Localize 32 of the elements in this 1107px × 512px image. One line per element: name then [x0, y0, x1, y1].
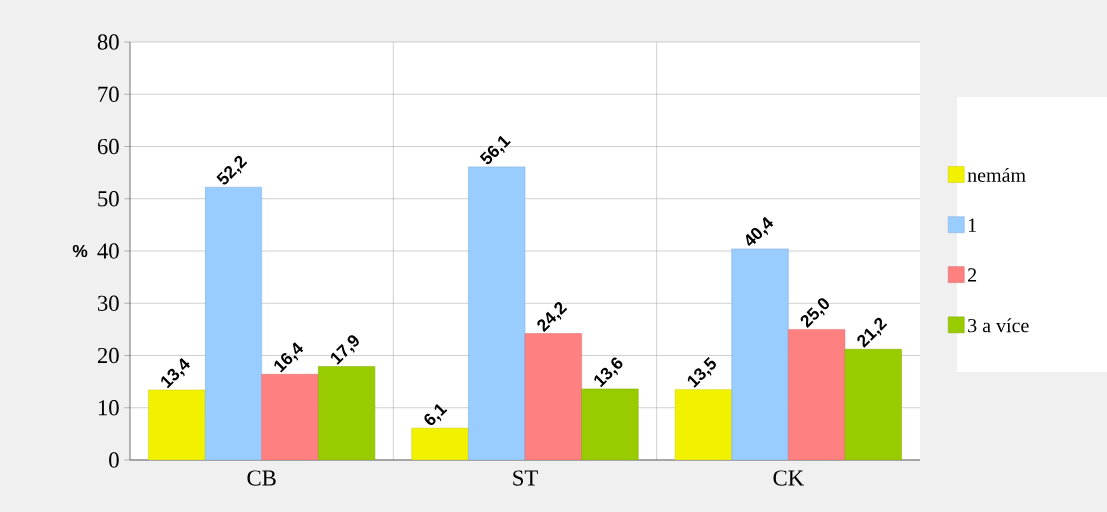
data-label: 56,1: [479, 135, 511, 165]
x-tick-label: ST: [513, 470, 538, 486]
y-tick-label: 10: [98, 400, 119, 416]
legend-label: 3 a více: [968, 318, 1029, 333]
y-tick-label: 30: [98, 295, 119, 311]
bar: [261, 374, 319, 460]
y-tick-label: 20: [97, 347, 119, 364]
data-label: 40,4: [745, 216, 774, 246]
x-tick-label: CK: [773, 470, 804, 486]
bar: [581, 388, 639, 460]
data-label: 6,1: [424, 403, 448, 425]
bar: [731, 248, 789, 460]
bar: [674, 389, 732, 460]
bar: [204, 187, 262, 460]
y-tick-label: 50: [98, 191, 119, 207]
legend-label: nemám: [967, 167, 1026, 182]
bar: [318, 366, 376, 460]
bar: [788, 329, 846, 460]
bar: [148, 389, 206, 460]
y-tick-label: 60: [97, 138, 119, 155]
y-tick-label: 0: [109, 452, 119, 468]
y-axis-title: %: [72, 244, 88, 258]
legend-label: 2: [968, 268, 977, 282]
bar: [524, 333, 582, 460]
bar: [844, 348, 902, 460]
y-tick-label: 40: [97, 243, 119, 259]
y-tick-label: 70: [98, 86, 119, 102]
x-tick-label: CB: [247, 470, 276, 486]
legend-label: 1: [968, 218, 976, 232]
y-tick-label: 80: [97, 34, 119, 50]
bar: [468, 166, 526, 460]
bar: [411, 427, 469, 460]
